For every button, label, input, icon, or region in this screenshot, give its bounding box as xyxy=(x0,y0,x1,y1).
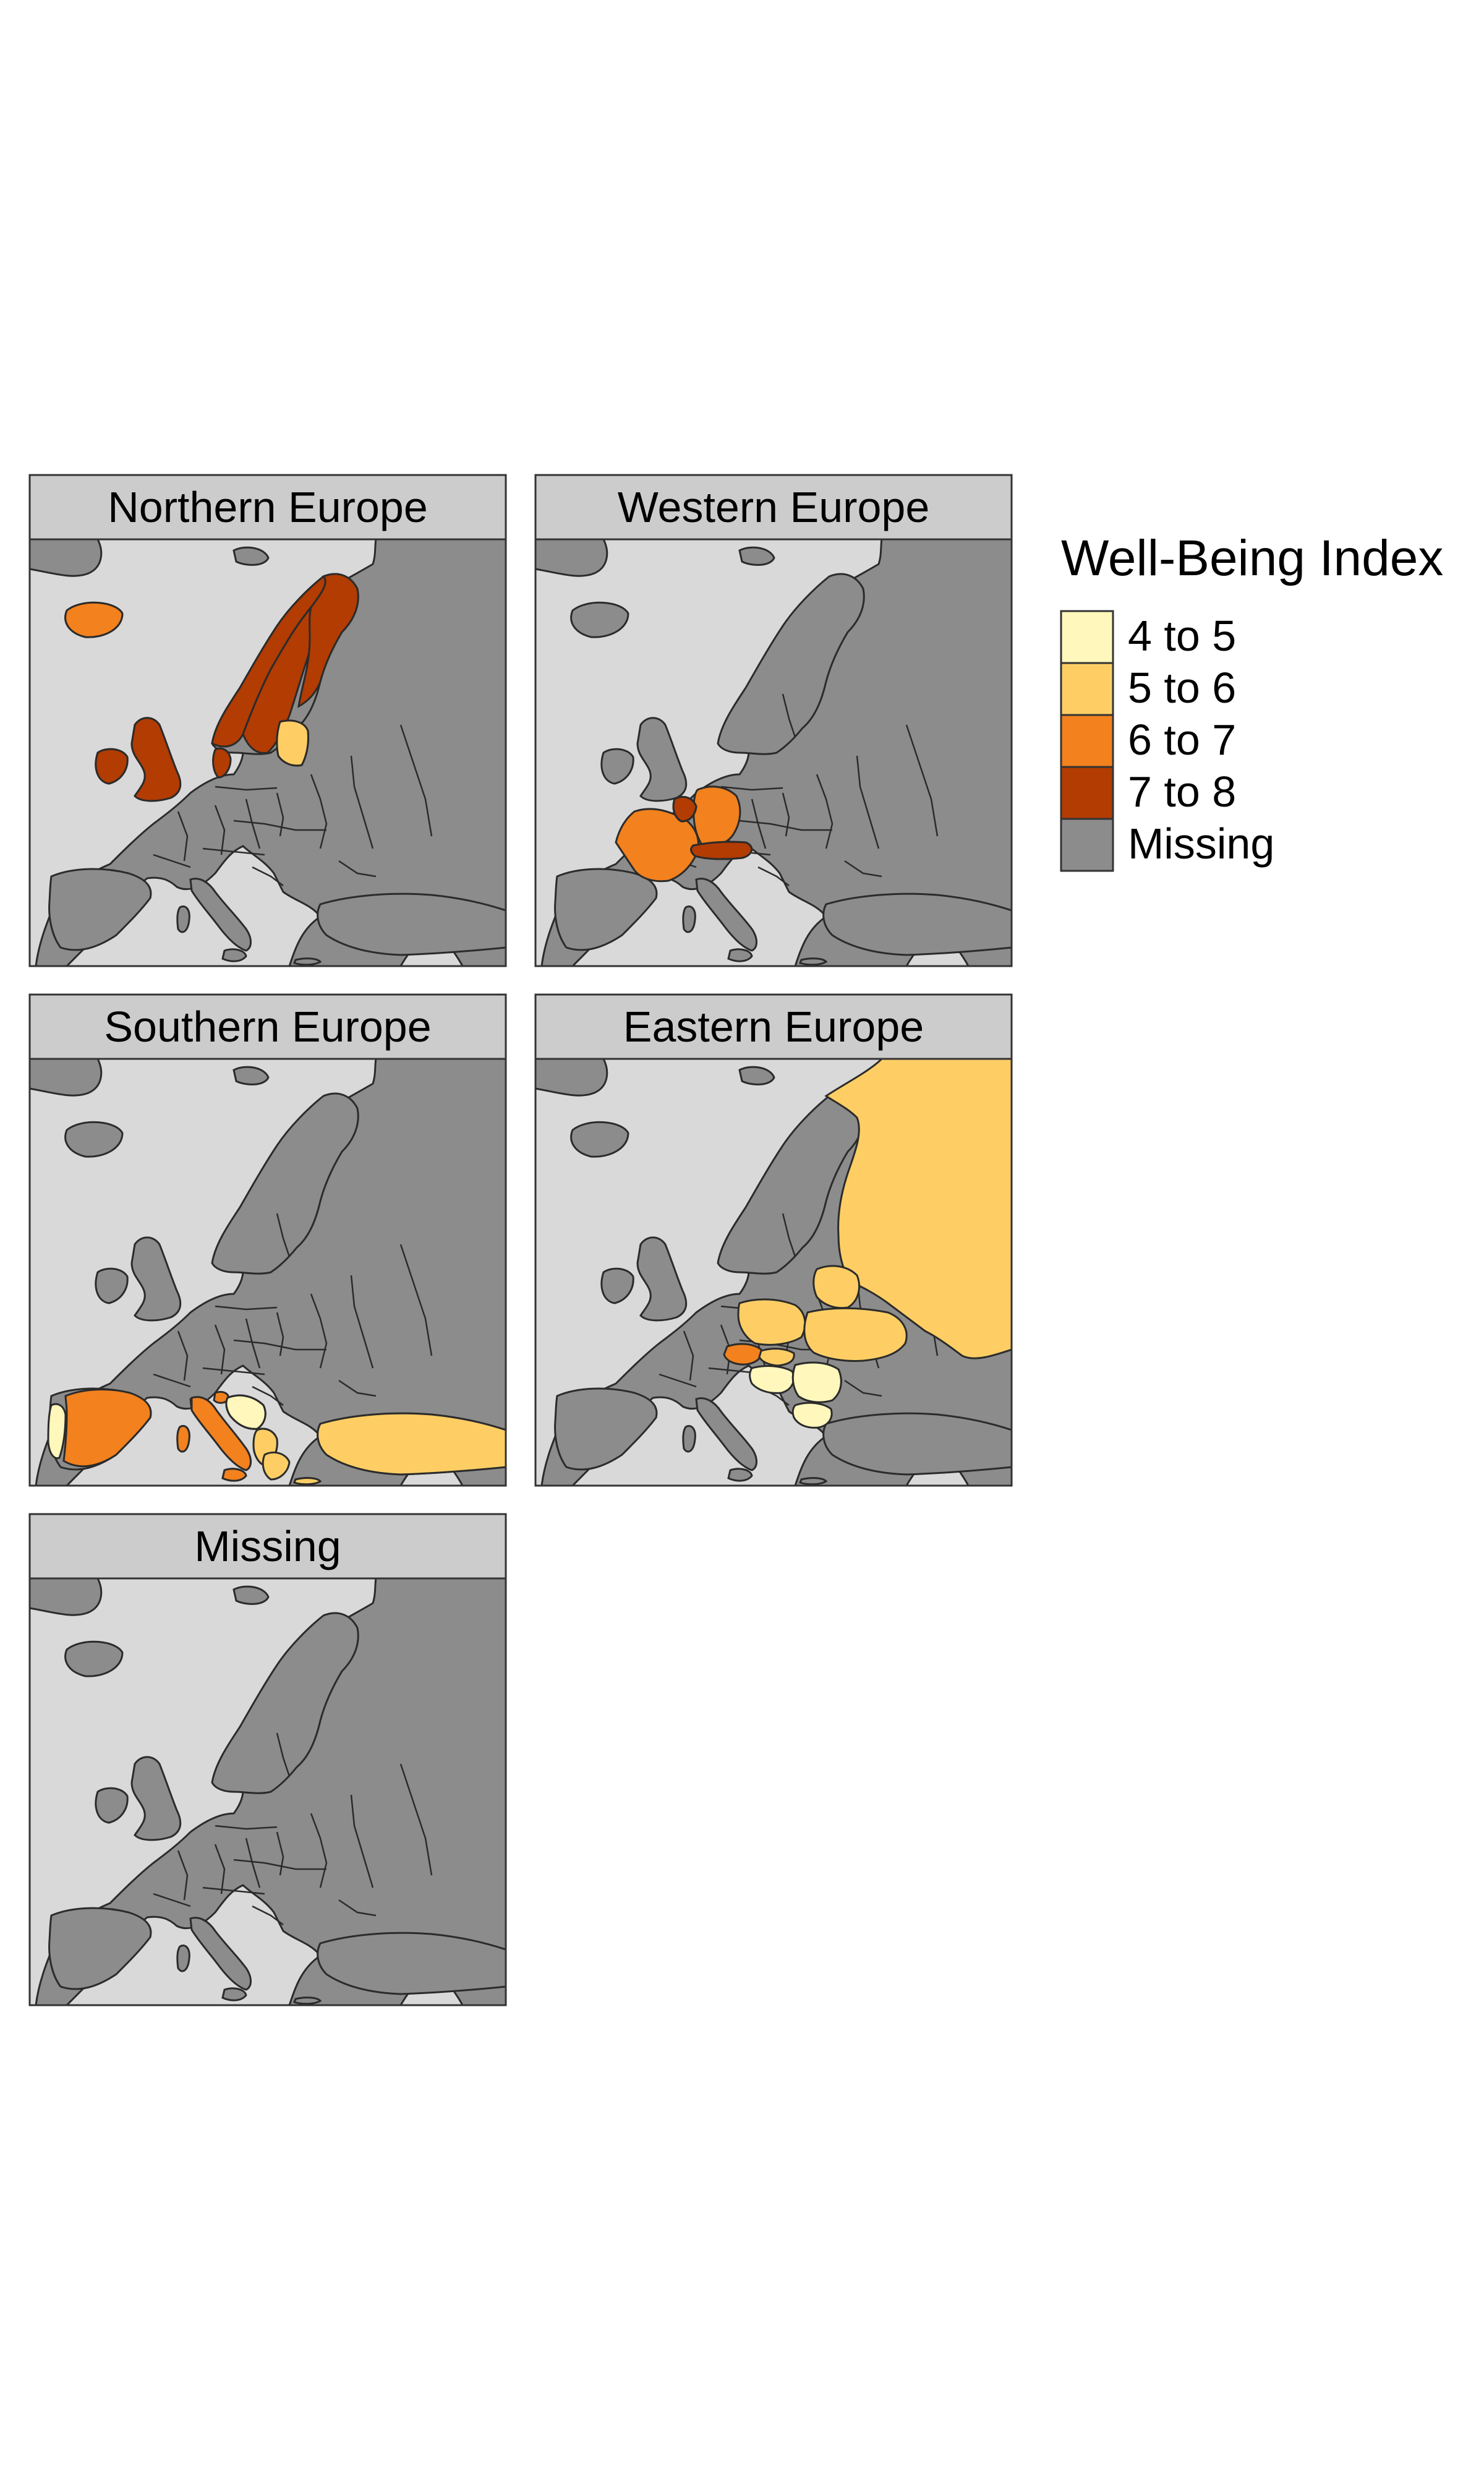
facet-strip xyxy=(28,474,507,541)
country-poland xyxy=(737,1298,806,1346)
facet-panel-missing: Missing xyxy=(28,1513,507,2006)
legend-label-6-to-7: 6 to 7 xyxy=(1128,716,1236,764)
legend-label-missing: Missing xyxy=(1128,820,1274,868)
legend-swatch-4-to-5 xyxy=(1060,610,1114,664)
country-belarus xyxy=(812,1265,861,1309)
map-area xyxy=(28,1058,507,1487)
facet-panel-western-europe: Western Europe xyxy=(534,474,1013,967)
facet-title: Southern Europe xyxy=(104,1003,431,1051)
map-area xyxy=(534,1058,1013,1487)
facet-panel-eastern-europe: Eastern Europe xyxy=(534,993,1013,1487)
legend-swatch-7-to-8 xyxy=(1060,766,1114,820)
facet-title: Missing xyxy=(194,1522,341,1570)
country-lithuania xyxy=(276,719,310,767)
legend-label-4-to-5: 4 to 5 xyxy=(1128,612,1236,660)
panel-border xyxy=(28,538,507,967)
country-austria xyxy=(690,841,753,860)
panel-border xyxy=(534,538,1013,967)
legend: Well-Being Index 4 to 55 to 66 to 77 to … xyxy=(1060,530,1443,872)
country-turkey xyxy=(317,1412,506,1476)
facet-panel-southern-europe: Southern Europe xyxy=(28,993,507,1487)
facet-panel-northern-europe: Northern Europe xyxy=(28,474,507,967)
facet-title: Western Europe xyxy=(618,483,930,531)
country-czech-republic xyxy=(723,1343,763,1366)
country-slovakia xyxy=(758,1348,795,1367)
map-area xyxy=(28,538,507,967)
legend-label-7-to-8: 7 to 8 xyxy=(1128,768,1236,816)
legend-swatch-6-to-7 xyxy=(1060,714,1114,768)
facet-title: Eastern Europe xyxy=(623,1003,924,1051)
country-moldova xyxy=(791,1361,842,1403)
legend-swatch-missing xyxy=(1060,818,1114,872)
panel-border xyxy=(534,1058,1013,1487)
panel-border xyxy=(28,1577,507,2006)
panel-border xyxy=(28,1058,507,1487)
facet-strip xyxy=(534,474,1013,541)
country-ukraine xyxy=(803,1307,908,1362)
map-area xyxy=(534,538,1013,967)
map-area xyxy=(28,1577,507,2006)
facet-title: Northern Europe xyxy=(108,483,428,531)
legend-swatch-5-to-6 xyxy=(1060,662,1114,716)
legend-title: Well-Being Index xyxy=(1061,530,1443,586)
country-bulgaria xyxy=(791,1402,833,1429)
legend-label-5-to-6: 5 to 6 xyxy=(1128,664,1236,712)
